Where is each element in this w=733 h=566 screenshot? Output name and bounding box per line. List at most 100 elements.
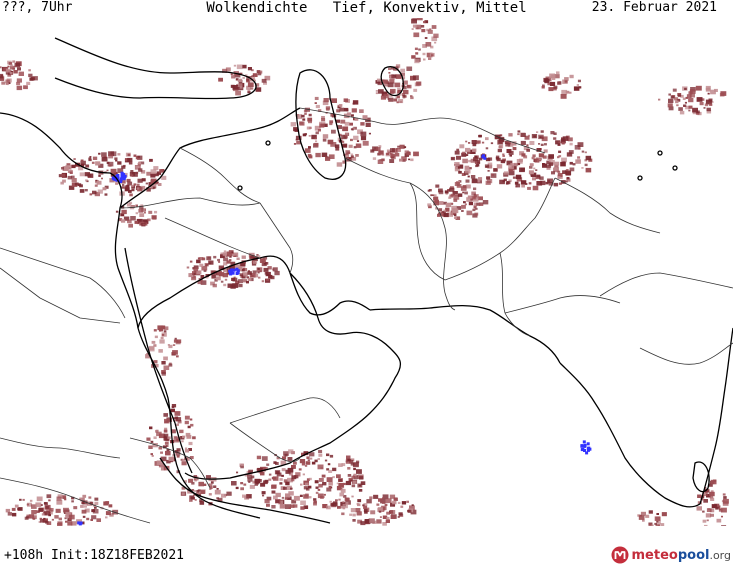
cloud-cell — [569, 167, 575, 172]
cloud-cell — [247, 82, 254, 87]
convective-cell — [120, 174, 124, 178]
cloud-cell — [263, 466, 268, 471]
cloud-cell — [565, 180, 568, 183]
cloud-cell — [135, 204, 138, 207]
cloud-cell — [427, 189, 431, 192]
cloud-cell — [322, 100, 329, 106]
cloud-cell — [577, 142, 584, 147]
cloud-cell — [699, 102, 704, 106]
cloud-cell — [445, 208, 450, 212]
cloud-cell — [89, 156, 92, 158]
cloud-cell — [131, 184, 134, 187]
cloud-cell — [350, 155, 354, 158]
cloud-cell — [226, 266, 232, 271]
cloud-cell — [461, 152, 467, 157]
cloud-cell — [315, 486, 319, 489]
cloud-cell — [223, 283, 227, 287]
cloud-cell — [560, 139, 566, 144]
cloud-cell — [250, 87, 254, 90]
cloud-cell — [378, 145, 382, 148]
cloud-cell — [304, 482, 309, 486]
cloud-cell — [453, 198, 458, 202]
cloud-cell — [540, 130, 544, 133]
cloud-cell — [142, 223, 145, 226]
cloud-cell — [62, 179, 66, 183]
cloud-cell — [342, 143, 348, 148]
cloud-cell — [55, 508, 61, 513]
cloud-cell — [256, 455, 262, 460]
cloud-cell — [364, 509, 368, 512]
cloud-cell — [511, 165, 517, 170]
cloud-cell — [189, 260, 193, 263]
cloud-cell — [242, 268, 248, 272]
cloud-cell — [263, 480, 268, 485]
cloud-cell — [158, 433, 165, 439]
cloud-cell — [450, 202, 453, 205]
logo-text-org: .org — [709, 548, 731, 562]
cloud-density-map — [0, 18, 733, 526]
cloud-cell — [229, 255, 232, 258]
convective-cell — [77, 521, 81, 525]
cloud-cell — [391, 74, 397, 79]
cloud-cell — [106, 169, 109, 172]
cloud-cell — [416, 18, 423, 21]
cloud-cell — [473, 206, 477, 209]
cloud-cell — [401, 501, 407, 505]
cloud-cell — [231, 277, 236, 281]
cloud-cell — [257, 271, 260, 274]
convective-cell — [586, 442, 590, 446]
cloud-cell — [248, 481, 251, 483]
cloud-cell — [185, 432, 191, 437]
cloud-cell — [381, 158, 385, 162]
cloud-cell — [44, 510, 50, 516]
cloud-cell — [252, 480, 257, 484]
cloud-cell — [547, 164, 552, 168]
cloud-cell — [182, 435, 186, 439]
cloud-cell — [184, 415, 190, 420]
cloud-cell — [71, 182, 78, 187]
cloud-cell — [550, 131, 555, 135]
cloud-cell — [341, 463, 346, 467]
cloud-cell — [569, 91, 572, 94]
cloud-cell — [267, 273, 270, 276]
cloud-cell — [351, 156, 357, 161]
cloud-cell — [442, 210, 445, 213]
cloud-cell — [121, 186, 125, 189]
cloud-cell — [58, 517, 62, 521]
cloud-cell — [151, 340, 156, 344]
cloud-cell — [714, 88, 718, 92]
cloud-cell — [256, 255, 261, 259]
cloud-cell — [321, 474, 326, 478]
cloud-cell — [318, 453, 323, 457]
cloud-cell — [168, 456, 174, 462]
cloud-cell — [22, 498, 25, 501]
cloud-cell — [397, 516, 400, 518]
cloud-cell — [295, 135, 302, 141]
cloud-cell — [528, 170, 534, 175]
cloud-cell — [135, 212, 139, 215]
cloud-cell — [661, 512, 667, 517]
convective-cell — [116, 174, 120, 178]
cloud-cell — [343, 482, 346, 486]
cloud-cell — [150, 178, 157, 184]
cloud-cell — [533, 167, 536, 170]
cloud-cell — [199, 499, 203, 502]
chart-title: Wolkendichte Tief, Konvektiv, Mittel — [206, 0, 527, 16]
cloud-cell — [127, 153, 131, 157]
cloud-cell — [96, 518, 101, 522]
cloud-cell — [327, 463, 331, 466]
cloud-cell — [351, 475, 356, 479]
cloud-cell — [153, 436, 157, 439]
cloud-cell — [378, 510, 382, 513]
cloud-cell — [28, 73, 33, 78]
cloud-cell — [210, 481, 214, 484]
cloud-cell — [306, 478, 310, 481]
cloud-cell — [130, 170, 134, 173]
cloud-cell — [107, 161, 114, 167]
cloud-cell — [236, 471, 239, 474]
cloud-cell — [684, 101, 687, 104]
cloud-cell — [226, 251, 233, 257]
cloud-cell — [186, 434, 192, 439]
cloud-cell — [528, 182, 532, 185]
cloud-cell — [211, 275, 216, 279]
